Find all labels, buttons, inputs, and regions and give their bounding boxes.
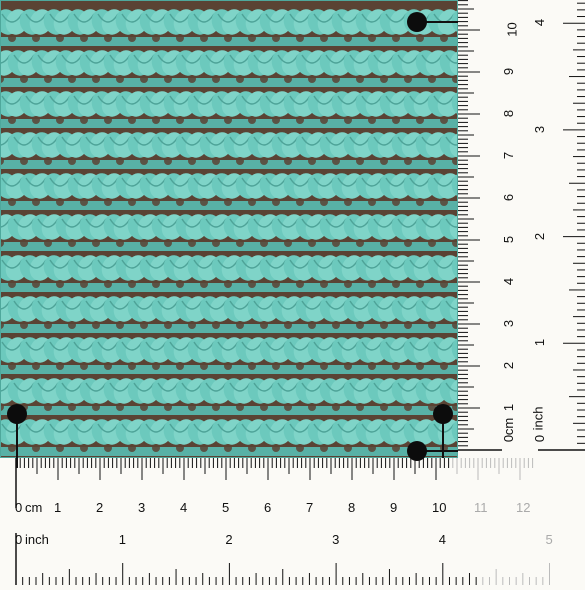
vertical-ruler-ticks: [458, 0, 585, 458]
vertical-cm-label-7: 7: [502, 152, 515, 159]
vertical-cm-label-5: 5: [502, 236, 515, 243]
vertical-cm-unit-label: cm: [502, 418, 515, 435]
vertical-cm-label-0: 0: [502, 435, 515, 442]
cm-unit-label: cm: [25, 500, 42, 515]
vertical-cm-label-4: 4: [502, 278, 515, 285]
vertical-inch-label-0: 0: [533, 435, 546, 442]
cm-label-0: 0: [15, 501, 22, 514]
vertical-cm-label-6: 6: [502, 194, 515, 201]
cm-label-5: 5: [222, 501, 229, 514]
inch-label-1: 1: [119, 533, 126, 546]
inch-unit-label: inch: [25, 532, 49, 547]
horizontal-ruler-ticks: [0, 458, 585, 585]
cm-label-8: 8: [348, 501, 355, 514]
cm-label-10: 10: [432, 501, 446, 514]
cm-label-7: 7: [306, 501, 313, 514]
cm-label-4: 4: [180, 501, 187, 514]
vertical-cm-label-3: 3: [502, 320, 515, 327]
cm-label-9: 9: [390, 501, 397, 514]
vertical-cm-label-10: 10: [506, 22, 519, 36]
vertical-cm-label-9: 9: [502, 68, 515, 75]
vertical-inch-label-1: 1: [533, 339, 546, 346]
vertical-ruler: [458, 0, 585, 458]
horizontal-ruler: [0, 458, 585, 585]
cm-label-11: 11: [474, 501, 488, 514]
crochet-swatch-photo: [0, 0, 458, 458]
cm-label-12: 12: [516, 501, 530, 514]
inch-label-2: 2: [225, 533, 232, 546]
vertical-cm-label-8: 8: [502, 110, 515, 117]
inch-label-3: 3: [332, 533, 339, 546]
vertical-cm-label-2: 2: [502, 362, 515, 369]
inch-label-0: 0: [15, 533, 22, 546]
vertical-cm-label-1: 1: [502, 404, 515, 411]
cm-label-6: 6: [264, 501, 271, 514]
inch-label-4: 4: [439, 533, 446, 546]
cm-label-3: 3: [138, 501, 145, 514]
vertical-inch-label-2: 2: [533, 232, 546, 239]
vertical-inch-label-4: 4: [533, 19, 546, 26]
inch-label-5: 5: [546, 533, 553, 546]
cm-label-1: 1: [54, 501, 61, 514]
vertical-inch-unit-label: inch: [531, 407, 544, 431]
cm-label-2: 2: [96, 501, 103, 514]
vertical-inch-label-3: 3: [533, 126, 546, 133]
